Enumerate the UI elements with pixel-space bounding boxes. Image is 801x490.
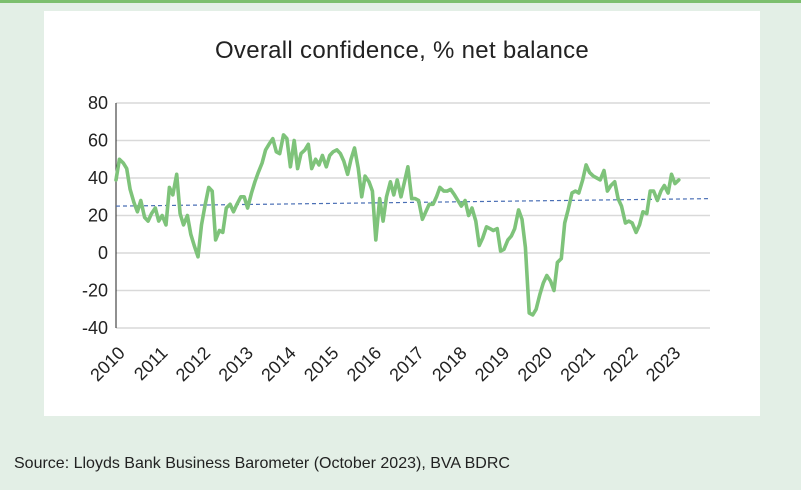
x-tick-label-2019: 2019 (471, 343, 513, 385)
x-tick-label-2015: 2015 (300, 343, 342, 385)
y-tick-label: -40 (82, 318, 108, 338)
y-tick-label: -20 (82, 281, 108, 301)
series-line-confidence (114, 133, 681, 317)
x-tick-label-2014: 2014 (257, 343, 299, 385)
x-tick-label-2022: 2022 (599, 343, 641, 385)
x-tick-label-2017: 2017 (386, 343, 428, 385)
x-tick-label-2013: 2013 (215, 343, 257, 385)
chart-title: Overall confidence, % net balance (214, 37, 590, 64)
x-tick-label-2020: 2020 (514, 343, 556, 385)
x-tick-label-2011: 2011 (130, 343, 172, 385)
x-tick-label-2021: 2021 (556, 343, 598, 385)
x-tick-label-2010: 2010 (86, 343, 128, 385)
trend-line (115, 198, 711, 207)
chart-card: Overall confidence, % net balance 80 60 40… (44, 11, 760, 416)
x-tick-label-2023: 2023 (642, 343, 684, 385)
x-tick-label-2018: 2018 (428, 343, 470, 385)
y-tick-label: 0 (98, 243, 108, 263)
top-accent-rule (0, 0, 801, 3)
x-tick-label-2016: 2016 (343, 343, 385, 385)
y-tick-label: 20 (88, 206, 108, 226)
y-tick-label: 60 (88, 131, 108, 151)
source-note: Source: Lloyds Bank Business Barometer (… (14, 455, 510, 472)
y-tick-label: 40 (88, 168, 108, 188)
y-tick-label: 80 (88, 93, 108, 113)
x-tick-label-2012: 2012 (172, 343, 214, 385)
